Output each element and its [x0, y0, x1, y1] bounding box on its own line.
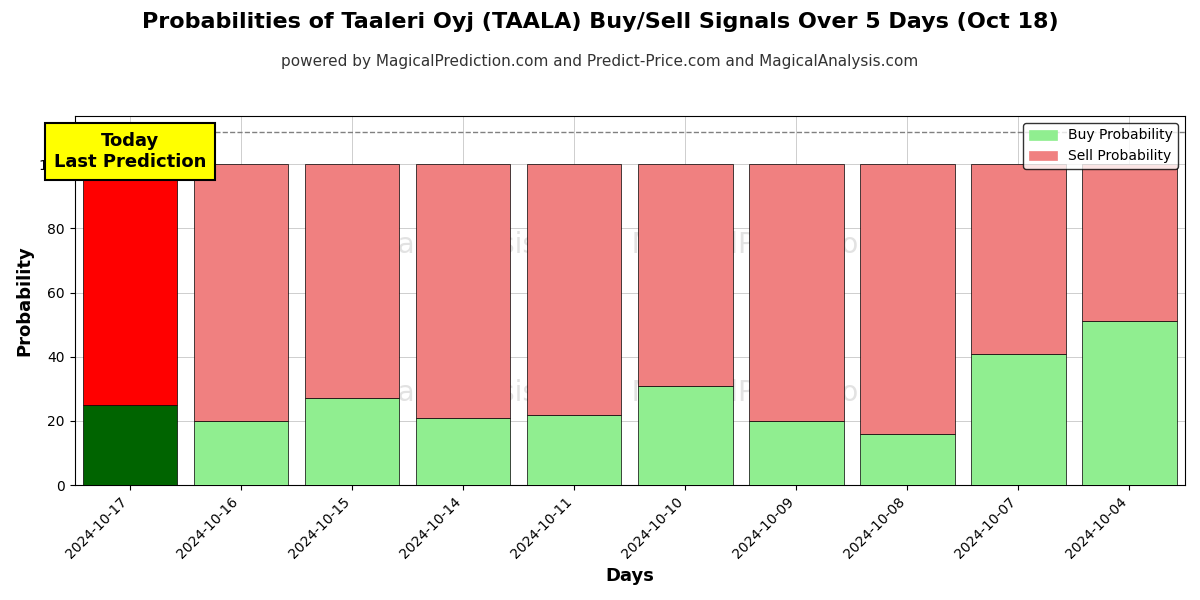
Bar [416, 418, 510, 485]
Bar [83, 405, 178, 485]
Bar [971, 164, 1066, 353]
Bar [527, 164, 622, 415]
Bar [194, 164, 288, 421]
Bar [527, 415, 622, 485]
Bar [194, 421, 288, 485]
Bar [638, 164, 732, 386]
Bar [971, 353, 1066, 485]
Bar [749, 421, 844, 485]
Bar [1082, 164, 1177, 322]
X-axis label: Days: Days [605, 567, 654, 585]
Bar [83, 164, 178, 405]
Bar [305, 398, 400, 485]
Bar [749, 164, 844, 421]
Text: MagicalAnalysis.com   MagicalPrediction.com: MagicalAnalysis.com MagicalPrediction.co… [316, 379, 944, 407]
Bar [860, 164, 955, 434]
Text: Probabilities of Taaleri Oyj (TAALA) Buy/Sell Signals Over 5 Days (Oct 18): Probabilities of Taaleri Oyj (TAALA) Buy… [142, 12, 1058, 32]
Text: powered by MagicalPrediction.com and Predict-Price.com and MagicalAnalysis.com: powered by MagicalPrediction.com and Pre… [281, 54, 919, 69]
Y-axis label: Probability: Probability [16, 245, 34, 356]
Bar [416, 164, 510, 418]
Text: MagicalAnalysis.com   MagicalPrediction.com: MagicalAnalysis.com MagicalPrediction.co… [316, 231, 944, 259]
Bar [305, 164, 400, 398]
Bar [860, 434, 955, 485]
Bar [638, 386, 732, 485]
Legend: Buy Probability, Sell Probability: Buy Probability, Sell Probability [1024, 123, 1178, 169]
Bar [1082, 322, 1177, 485]
Text: Today
Last Prediction: Today Last Prediction [54, 132, 206, 171]
